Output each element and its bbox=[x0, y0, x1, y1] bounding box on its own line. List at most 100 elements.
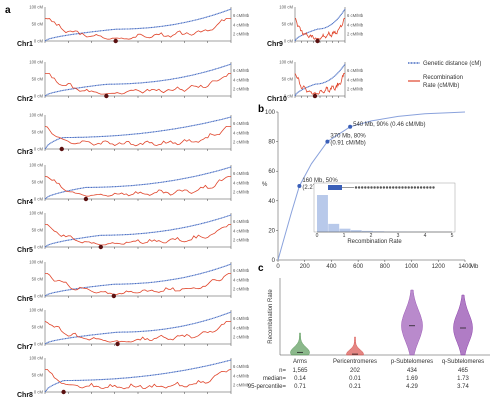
panel-a-legend: Genetic distance (cM) Recombination Rate (… bbox=[408, 61, 481, 89]
left-tick-label: 100 cM bbox=[29, 260, 43, 265]
annotation-point bbox=[325, 139, 330, 144]
stats-value: 1,565 bbox=[292, 368, 308, 374]
right-tick-label: 2 cM/Mb bbox=[233, 87, 250, 92]
genetic-distance-curve bbox=[44, 263, 232, 297]
annotation-label: 540 Mb, 90% (0.46 cM/Mb) bbox=[353, 122, 425, 128]
left-tick-label: 50 cM bbox=[32, 228, 44, 233]
chromosome-label: Chr4 bbox=[17, 199, 33, 206]
stats-value: 0.14 bbox=[294, 376, 306, 382]
left-tick-label: 100 cM bbox=[29, 163, 43, 168]
inset-outlier bbox=[385, 186, 389, 189]
inset-bar bbox=[328, 223, 340, 232]
x-tick-label: 200 bbox=[300, 264, 311, 270]
stats-value: 202 bbox=[350, 368, 361, 374]
y-tick-label: 40 bbox=[268, 199, 275, 205]
right-tick-label: 6 cM/Mb bbox=[233, 68, 250, 73]
centromere-marker bbox=[315, 38, 320, 44]
inset-histogram: 0 1 2 3 4 5 Recombination Rate bbox=[313, 182, 456, 245]
chromosome-track-chr1: 100 cM 50 cM 0 cM 6 cM/Mb 4 cM/Mb 2 cM/Mb Chr1 bbox=[17, 5, 250, 49]
genetic-distance-curve bbox=[44, 359, 232, 393]
right-tick-label: 6 cM/Mb bbox=[347, 68, 364, 73]
left-tick-label: 50 cM bbox=[282, 22, 294, 27]
y-axis-label: % bbox=[262, 182, 268, 188]
left-tick-label: 0 cM bbox=[34, 294, 44, 299]
violin-arms bbox=[290, 332, 310, 356]
right-tick-label: 2 cM/Mb bbox=[233, 140, 250, 145]
inset-outlier bbox=[398, 186, 401, 189]
centromere-marker bbox=[98, 244, 104, 250]
inset-x-tick-label: 3 bbox=[397, 233, 400, 239]
legend-recomb-label-2: Rate (cM/Mb) bbox=[423, 83, 459, 89]
right-tick-label: 6 cM/Mb bbox=[233, 364, 250, 369]
centromere-marker bbox=[312, 93, 318, 99]
stats-row-label: 95-percentile= bbox=[248, 384, 287, 390]
genetic-distance-curve bbox=[44, 166, 232, 200]
x-tick-label: 1200 bbox=[432, 264, 446, 270]
right-tick-label: 6 cM/Mb bbox=[233, 13, 250, 18]
annotation-sublabel: (0.91 cM/Mb) bbox=[330, 141, 365, 147]
left-tick-label: 0 cM bbox=[34, 147, 44, 152]
inset-outlier bbox=[416, 186, 420, 189]
chromosome-label: Chr8 bbox=[17, 392, 33, 399]
inset-outlier bbox=[382, 186, 386, 189]
right-tick-label: 2 cM/Mb bbox=[233, 335, 250, 340]
genetic-distance-curve bbox=[44, 8, 232, 42]
y-tick-label: 100 bbox=[265, 110, 276, 116]
left-tick-label: 50 cM bbox=[32, 277, 44, 282]
right-tick-label: 4 cM/Mb bbox=[233, 373, 250, 378]
inset-x-tick-label: 0 bbox=[316, 233, 319, 239]
left-tick-label: 50 cM bbox=[32, 180, 44, 185]
centromere-marker bbox=[104, 93, 109, 99]
y-tick-label: 0 bbox=[272, 258, 276, 264]
inset-bar bbox=[362, 230, 373, 232]
recombination-rate-curve bbox=[45, 369, 232, 390]
right-tick-label: 6 cM/Mb bbox=[233, 219, 250, 224]
right-tick-label: 4 cM/Mb bbox=[347, 22, 364, 27]
recombination-rate-curve bbox=[44, 126, 231, 147]
inset-outlier bbox=[401, 186, 404, 189]
y-axis-label: Recombination Rate bbox=[268, 289, 274, 344]
right-tick-label: 2 cM/Mb bbox=[347, 87, 364, 92]
right-tick-label: 2 cM/Mb bbox=[233, 383, 250, 388]
legend-genetic-label: Genetic distance (cM) bbox=[423, 61, 481, 67]
x-tick-label: 1400 bbox=[458, 264, 472, 270]
x-tick-label: 0 bbox=[276, 264, 280, 270]
inset-outlier bbox=[388, 186, 392, 189]
inset-bar bbox=[339, 228, 351, 232]
left-tick-label: 50 cM bbox=[32, 325, 44, 330]
right-tick-label: 2 cM/Mb bbox=[233, 32, 250, 37]
chromosome-label: Chr6 bbox=[17, 296, 33, 303]
left-tick-label: 50 cM bbox=[32, 373, 44, 378]
legend-recomb-label-1: Recombination bbox=[423, 75, 463, 81]
recombination-rate-curve bbox=[45, 224, 232, 246]
inset-x-tick-label: 2 bbox=[370, 233, 373, 239]
left-tick-label: 100 cM bbox=[279, 60, 293, 65]
genetic-distance-curve bbox=[294, 8, 346, 42]
inset-outlier bbox=[379, 186, 382, 189]
left-tick-label: 50 cM bbox=[32, 77, 44, 82]
left-tick-label: 50 cM bbox=[32, 130, 44, 135]
chromosome-track-chr5: 100 cM 50 cM 0 cM 6 cM/Mb 4 cM/Mb 2 cM/Mb Chr5 bbox=[17, 211, 250, 255]
inset-outlier bbox=[354, 186, 358, 189]
left-tick-label: 0 cM bbox=[34, 342, 44, 347]
inset-outlier bbox=[373, 186, 376, 189]
chromosome-track-chr7: 100 cM 50 cM 0 cM 6 cM/Mb 4 cM/Mb 2 cM/Mb Chr7 bbox=[17, 308, 250, 352]
stats-value: 0.71 bbox=[294, 384, 306, 390]
genetic-distance-curve bbox=[44, 214, 232, 248]
right-tick-label: 2 cM/Mb bbox=[233, 238, 250, 243]
stats-value: 465 bbox=[458, 368, 469, 374]
right-tick-label: 6 cM/Mb bbox=[233, 268, 250, 273]
genetic-distance-curve bbox=[44, 63, 232, 97]
left-tick-label: 0 cM bbox=[34, 39, 44, 44]
inset-outlier bbox=[407, 186, 410, 189]
annotation-label: 160 Mb, 50% bbox=[302, 178, 338, 184]
inset-outlier bbox=[392, 186, 395, 189]
chromosome-track-chr8: 100 cM 50 cM 0 cM 6 cM/Mb 4 cM/Mb 2 cM/Mb Chr8 bbox=[17, 356, 250, 400]
stats-value: 434 bbox=[407, 368, 418, 374]
stats-value: 0.21 bbox=[349, 384, 361, 390]
category-label: Arms bbox=[293, 359, 307, 365]
inset-outlier bbox=[370, 186, 373, 189]
left-tick-label: 0 cM bbox=[34, 197, 44, 202]
centromere-marker bbox=[111, 293, 117, 299]
right-tick-label: 4 cM/Mb bbox=[233, 277, 250, 282]
